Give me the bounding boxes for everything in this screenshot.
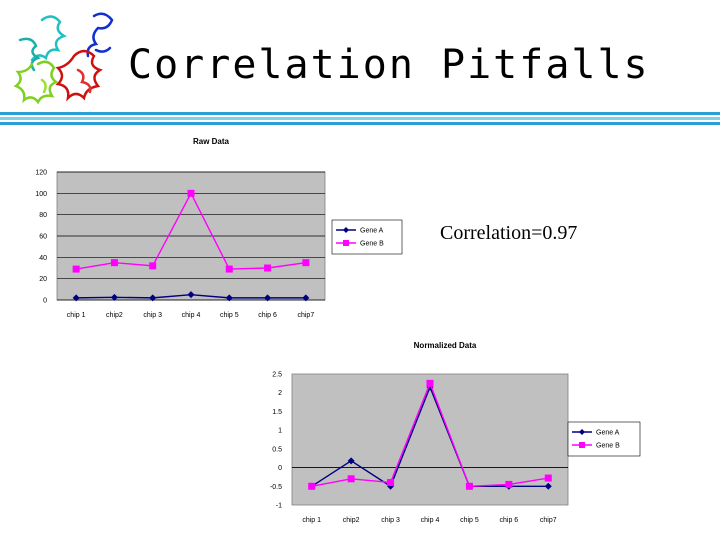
legend-box [567, 421, 641, 457]
data-point [187, 291, 195, 299]
divider-stripe [0, 112, 720, 115]
data-point [505, 480, 513, 488]
y-tick-label: 60 [39, 234, 47, 241]
data-point [149, 262, 157, 270]
data-point [347, 475, 355, 483]
page-title: Correlation Pitfalls [128, 42, 650, 88]
y-tick-label: 120 [35, 170, 47, 177]
y-tick-label: 0 [43, 298, 47, 305]
legend-marker [579, 442, 585, 448]
y-tick-label: 2 [278, 390, 282, 397]
y-tick-label: -1 [276, 503, 282, 510]
data-point [110, 293, 118, 301]
x-tick-label: chip 4 [182, 312, 201, 319]
x-tick-label: chip 5 [220, 312, 239, 319]
y-tick-label: 20 [39, 276, 47, 283]
legend-marker [579, 429, 585, 435]
title-divider [0, 112, 720, 126]
data-point [72, 294, 80, 302]
legend-marker [343, 227, 349, 233]
data-point [225, 294, 233, 302]
y-tick-label: 40 [39, 255, 47, 262]
legend-label: Gene A [596, 430, 620, 437]
x-tick-label: chip2 [106, 312, 123, 319]
raw-data-chart: Raw Data 120 100 80 60 40 20 0 chip 1 chip2 chip… [35, 137, 403, 319]
data-point [387, 479, 395, 487]
data-point [544, 474, 552, 482]
data-point [264, 264, 272, 272]
y-tick-label: -0.5 [270, 484, 282, 491]
y-tick-label: 2.5 [272, 372, 282, 379]
data-point [72, 265, 80, 273]
x-tick-label: chip 5 [460, 517, 479, 524]
legend-label: Gene B [360, 241, 384, 248]
data-point [347, 457, 355, 465]
divider-stripe [0, 117, 720, 120]
y-tick-label: 100 [35, 191, 47, 198]
normalized-data-chart: Normalized Data 2.5 2 1.5 1 0.5 0 -0.5 -1 chip … [270, 341, 641, 524]
data-point [465, 482, 473, 490]
data-point [544, 482, 552, 490]
x-tick-label: chip 6 [500, 517, 519, 524]
x-tick-label: chip 1 [67, 312, 86, 319]
x-tick-label: chip2 [343, 517, 360, 524]
legend-marker [343, 240, 349, 246]
legend-label: Gene B [596, 443, 620, 450]
divider-stripe [0, 122, 720, 125]
y-tick-label: 1.5 [272, 409, 282, 416]
data-point [110, 259, 118, 267]
y-tick-label: 80 [39, 212, 47, 219]
correlation-annotation: Correlation=0.97 [440, 222, 578, 244]
data-point [225, 265, 233, 273]
data-point [264, 294, 272, 302]
legend-label: Gene A [360, 228, 384, 235]
chart-title: Normalized Data [414, 341, 477, 350]
data-point [426, 379, 434, 387]
x-tick-label: chip 3 [381, 517, 400, 524]
y-tick-label: 0.5 [272, 446, 282, 453]
data-point [149, 294, 157, 302]
x-tick-label: chip 1 [302, 517, 321, 524]
data-point [187, 189, 195, 197]
plot-area [291, 373, 569, 506]
chart-title: Raw Data [193, 137, 230, 146]
data-point [302, 294, 310, 302]
y-tick-label: 0 [278, 465, 282, 472]
x-tick-label: chip 4 [421, 517, 440, 524]
x-tick-label: chip7 [540, 517, 557, 524]
x-tick-label: chip7 [297, 312, 314, 319]
data-point [302, 259, 310, 267]
x-tick-label: chip 6 [258, 312, 277, 319]
legend-box [331, 219, 403, 255]
protein-structure-icon [13, 12, 114, 105]
y-tick-label: 1 [278, 428, 282, 435]
x-tick-label: chip 3 [143, 312, 162, 319]
data-point [308, 482, 316, 490]
